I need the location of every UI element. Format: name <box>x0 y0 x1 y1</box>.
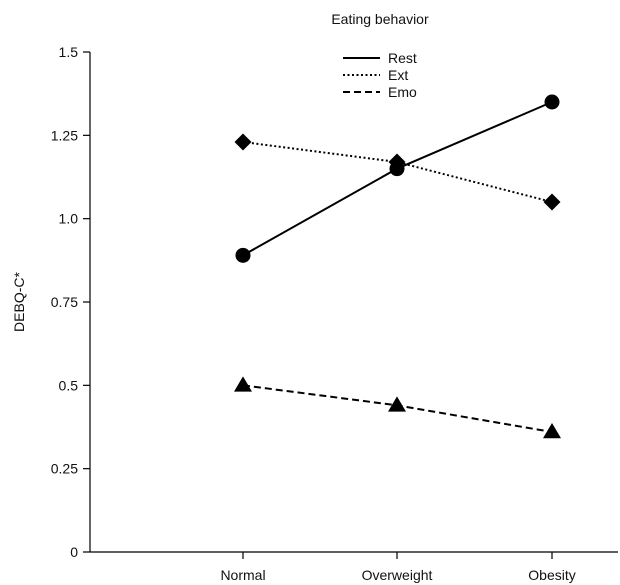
y-tick-label: 0.25 <box>51 461 78 477</box>
y-tick-label: 0 <box>70 544 78 560</box>
series-emo-triangle-marker <box>543 423 561 439</box>
x-ticks: Normal Overweight Obesity <box>220 552 576 583</box>
legend-item-rest: Rest <box>343 50 417 66</box>
y-tick-label: 0.75 <box>51 294 78 310</box>
y-axis-title: DEBQ-C* <box>11 272 27 332</box>
series-rest <box>235 94 560 263</box>
series-ext-line <box>242 141 553 203</box>
legend-label-rest: Rest <box>388 50 417 66</box>
x-tick-label: Overweight <box>362 567 433 583</box>
series-rest-circle-marker <box>235 247 251 263</box>
series-rest-circle-marker <box>544 94 560 110</box>
y-tick-label: 1.0 <box>59 211 79 227</box>
y-tick-label: 0.5 <box>59 377 79 393</box>
series-emo-triangle-marker <box>388 396 406 412</box>
x-tick-label: Obesity <box>528 567 575 583</box>
x-tick-label: Normal <box>220 567 265 583</box>
series-emo <box>234 376 561 439</box>
legend-item-emo: Emo <box>343 84 417 100</box>
legend-item-ext: Ext <box>343 67 408 83</box>
legend-label-emo: Emo <box>388 84 417 100</box>
axes <box>89 52 618 553</box>
series-ext <box>234 133 561 211</box>
series-ext-diamond-marker <box>543 193 561 211</box>
series-emo-triangle-marker <box>234 376 252 392</box>
y-tick-label: 1.25 <box>51 127 78 143</box>
series-ext-diamond-marker <box>234 133 252 151</box>
series-layer <box>234 94 561 439</box>
y-tick-label: 1.5 <box>59 44 79 60</box>
series-ext-diamond-marker <box>388 153 406 171</box>
legend-title: Eating behavior <box>331 11 429 27</box>
series-rest-line <box>242 101 553 257</box>
y-ticks: 0 0.25 0.5 0.75 1.0 1.25 1.5 <box>51 44 90 560</box>
legend-label-ext: Ext <box>388 67 408 83</box>
